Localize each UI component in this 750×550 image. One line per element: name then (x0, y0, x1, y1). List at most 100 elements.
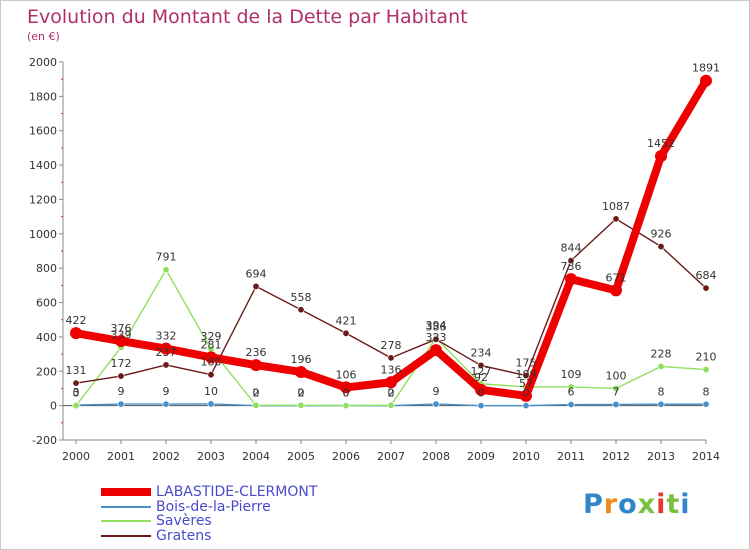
data-label: 421 (336, 314, 357, 327)
legend-label: LABASTIDE-CLERMONT (156, 484, 318, 501)
data-label: 0 (388, 387, 395, 400)
y-tick-label: 1800 (29, 90, 57, 103)
data-point (117, 400, 125, 408)
x-tick-label: 2009 (467, 450, 495, 463)
data-label: 9 (118, 385, 125, 398)
data-label: 106 (336, 368, 357, 381)
x-tick-label: 2014 (692, 450, 720, 463)
data-point (252, 401, 260, 409)
legend-item: Bois-de-la-Pierre (101, 500, 317, 515)
data-point (520, 389, 532, 402)
data-point (655, 150, 667, 163)
legend-swatch (101, 520, 151, 523)
y-tick-label: 1000 (29, 228, 57, 241)
data-label: 0 (253, 387, 260, 400)
data-label: 0 (343, 387, 350, 400)
data-point (162, 361, 170, 369)
data-point (162, 400, 170, 408)
data-label: 558 (291, 291, 312, 304)
data-point (702, 400, 710, 408)
data-point (610, 284, 622, 297)
data-point (657, 362, 665, 370)
x-tick-label: 2003 (197, 450, 225, 463)
proxiti-logo: Proxiti (583, 489, 691, 520)
data-label: 210 (696, 351, 717, 364)
x-tick-label: 2013 (647, 450, 675, 463)
y-tick-label: 1600 (29, 125, 57, 138)
data-point (387, 354, 395, 362)
legend-label: Bois-de-la-Pierre (156, 498, 271, 515)
data-point (342, 402, 350, 410)
data-point (297, 401, 305, 409)
data-label: 386 (426, 320, 447, 333)
x-tick-label: 2012 (602, 450, 630, 463)
data-label: 8 (658, 385, 665, 398)
data-point (117, 372, 125, 380)
data-point (72, 379, 80, 387)
data-label: 109 (516, 368, 537, 381)
data-point (207, 400, 215, 408)
x-tick-label: 2006 (332, 450, 360, 463)
legend-swatch (101, 534, 151, 537)
data-point (342, 329, 350, 337)
data-point (522, 402, 530, 410)
y-tick-label: 1200 (29, 193, 57, 206)
data-label: 1452 (647, 137, 675, 150)
data-label: 671 (606, 271, 627, 284)
data-label: 0 (343, 387, 350, 400)
chart-subtitle: (en €) (27, 30, 60, 43)
data-point (72, 402, 80, 410)
data-label: 0 (298, 387, 305, 400)
logo-letter: o (618, 489, 638, 520)
logo-letter: t (666, 489, 681, 520)
data-label: 9 (433, 385, 440, 398)
legend-item: LABASTIDE-CLERMONT (101, 485, 317, 500)
data-label: 7 (613, 385, 620, 398)
data-point (250, 359, 262, 372)
data-point (385, 376, 397, 389)
data-label: 394 (426, 319, 447, 332)
data-label: 180 (201, 356, 222, 369)
y-tick-label: 800 (36, 262, 57, 275)
data-point (432, 335, 440, 343)
data-point (567, 257, 575, 265)
legend-label: Gratens (156, 527, 212, 544)
data-point (477, 361, 485, 369)
data-point (612, 400, 620, 408)
data-label: 2 (388, 386, 395, 399)
x-tick-label: 2001 (107, 450, 135, 463)
data-point (340, 381, 352, 394)
x-tick-label: 2008 (422, 450, 450, 463)
data-label: 9 (163, 385, 170, 398)
data-label: 228 (651, 347, 672, 360)
legend-label: Savères (156, 513, 212, 530)
data-point (657, 243, 665, 251)
data-label: 791 (156, 251, 177, 264)
data-label: 376 (111, 322, 132, 335)
data-label: 92 (474, 371, 488, 384)
data-label: 127 (471, 365, 492, 378)
data-point (612, 384, 620, 392)
legend-swatch (101, 505, 151, 508)
data-label: 329 (201, 330, 222, 343)
data-point (387, 401, 395, 409)
data-label: 175 (516, 357, 537, 370)
data-point (205, 351, 217, 364)
data-label: 0 (478, 387, 485, 400)
data-point (565, 273, 577, 286)
data-point (702, 284, 710, 292)
data-label: 281 (201, 338, 222, 351)
data-point (612, 215, 620, 223)
x-tick-label: 2010 (512, 450, 540, 463)
legend: LABASTIDE-CLERMONT Bois-de-la-Pierre Savèr… (101, 485, 317, 543)
logo-letter: r (603, 489, 619, 520)
data-point (252, 282, 260, 290)
data-label: 234 (471, 346, 492, 359)
data-label: 10 (204, 385, 218, 398)
x-tick-label: 2000 (62, 450, 90, 463)
data-label: 3 (73, 386, 80, 399)
x-tick-label: 2011 (557, 450, 585, 463)
data-label: 1891 (692, 62, 720, 75)
y-tick-label: 400 (36, 331, 57, 344)
data-point (207, 371, 215, 379)
